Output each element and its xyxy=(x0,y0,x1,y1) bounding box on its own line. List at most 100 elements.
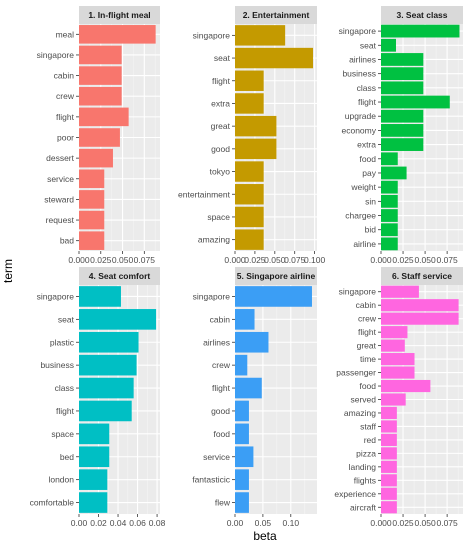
x-tick-label: 0.100 xyxy=(304,255,326,265)
bar xyxy=(381,312,459,325)
bar xyxy=(235,309,255,330)
y-tick-label: steward xyxy=(44,194,74,204)
x-axis-title: beta xyxy=(253,529,277,543)
bar xyxy=(79,377,134,399)
bar xyxy=(235,138,277,160)
y-tick-label: bid xyxy=(365,225,377,235)
y-tick-label: airlines xyxy=(203,337,230,347)
y-tick-label: great xyxy=(211,121,231,131)
x-tick-label: 0.00 xyxy=(71,518,88,528)
y-tick-label: great xyxy=(357,341,377,351)
bar xyxy=(235,206,264,228)
facet-panel: 3. Seat class singapore seat airlines busine… xyxy=(339,6,463,265)
bar xyxy=(381,95,450,109)
bar xyxy=(381,194,398,208)
x-tick-label: 0.04 xyxy=(110,518,127,528)
facet-strip xyxy=(381,267,463,285)
bar xyxy=(381,53,424,66)
y-tick-label: seat xyxy=(360,40,377,50)
y-tick-label: singapore xyxy=(37,291,75,301)
bar xyxy=(79,107,129,127)
bar xyxy=(79,331,139,353)
x-tick-label: 0.05 xyxy=(255,518,272,528)
bar xyxy=(381,460,397,473)
bar xyxy=(381,223,398,237)
y-tick-label: poor xyxy=(57,133,74,143)
bar xyxy=(381,406,397,420)
bar xyxy=(381,67,424,81)
bar xyxy=(235,492,249,513)
y-tick-label: singapore xyxy=(339,287,377,297)
bar xyxy=(381,299,459,312)
y-tick-label: bed xyxy=(60,452,74,462)
y-tick-label: passenger xyxy=(336,368,376,378)
y-tick-label: space xyxy=(51,429,74,439)
y-tick-label: amazing xyxy=(344,408,376,418)
y-tick-label: business xyxy=(40,360,74,370)
bar xyxy=(235,25,286,46)
bar xyxy=(235,93,264,114)
bar xyxy=(235,161,264,182)
y-tick-label: singapore xyxy=(37,50,75,60)
bar xyxy=(381,109,424,123)
bar xyxy=(381,447,397,460)
panel-group: 1. In-flight meal meal singapore cabin crew f… xyxy=(30,6,463,528)
y-tick-label: good xyxy=(211,406,230,416)
bar xyxy=(381,38,396,52)
y-tick-label: service xyxy=(203,452,230,462)
facet-title: 4. Seat comfort xyxy=(89,271,151,281)
y-tick-label: fantasticic xyxy=(192,475,231,485)
x-tick-label: 0.075 xyxy=(134,255,156,265)
bar xyxy=(79,128,120,147)
x-tick-label: 0.050 xyxy=(264,255,286,265)
y-tick-label: london xyxy=(48,475,74,485)
facet-panel: 6. Staff service singapore cabin crew flight… xyxy=(334,267,463,528)
bar xyxy=(79,25,156,44)
bar xyxy=(79,45,122,65)
x-tick-label: 0.025 xyxy=(244,255,266,265)
y-tick-label: seat xyxy=(214,53,231,63)
x-tick-label: 0.00 xyxy=(227,518,244,528)
bar xyxy=(235,286,312,307)
y-tick-label: seat xyxy=(58,314,75,324)
y-tick-label: served xyxy=(350,395,376,405)
y-tick-label: flight xyxy=(56,406,75,416)
bar xyxy=(381,393,406,406)
y-tick-label: flights xyxy=(354,475,376,485)
y-tick-label: food xyxy=(213,429,230,439)
x-tick-label: 0.075 xyxy=(436,255,458,265)
y-tick-label: chargee xyxy=(345,211,376,221)
y-tick-label: cabin xyxy=(356,300,377,310)
x-tick-label: 0.000 xyxy=(68,255,90,265)
facet-title: 2. Entertainment xyxy=(243,10,310,20)
bar xyxy=(79,231,105,250)
x-tick-label: 0.050 xyxy=(112,255,134,265)
bar xyxy=(381,420,397,433)
facet-title: 3. Seat class xyxy=(396,10,447,20)
y-tick-label: flight xyxy=(358,97,377,107)
bar xyxy=(235,47,314,69)
y-tick-label: food xyxy=(359,381,376,391)
y-tick-label: landing xyxy=(349,462,377,472)
x-tick-label: 0.025 xyxy=(392,518,414,528)
y-tick-label: service xyxy=(47,174,74,184)
x-tick-label: 0.075 xyxy=(436,518,458,528)
bar xyxy=(381,474,397,487)
bar xyxy=(79,354,137,376)
y-tick-label: request xyxy=(46,215,75,225)
y-tick-label: crew xyxy=(358,314,377,324)
y-tick-label: aircraft xyxy=(350,502,377,512)
bar xyxy=(235,184,264,205)
bar xyxy=(381,353,415,366)
facet-strip xyxy=(235,6,317,24)
y-tick-label: upgrade xyxy=(345,111,376,121)
y-tick-label: entertainment xyxy=(178,189,231,199)
bar xyxy=(381,501,397,514)
y-tick-label: bad xyxy=(60,236,74,246)
y-tick-label: time xyxy=(360,354,376,364)
facet-panel: 4. Seat comfort singapore seat plastic busin… xyxy=(30,267,166,528)
y-tick-label: experience xyxy=(334,489,376,499)
facet-strip xyxy=(79,267,160,285)
bar xyxy=(381,379,431,393)
